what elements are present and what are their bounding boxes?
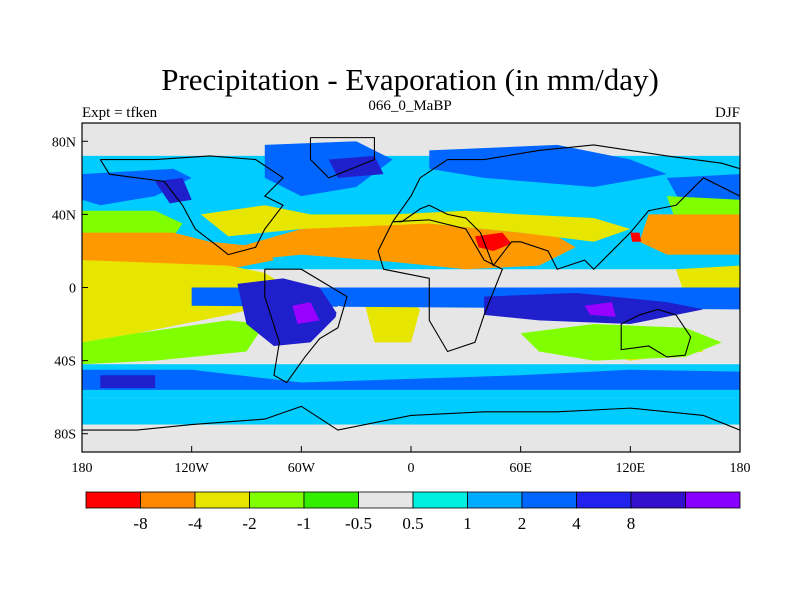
coastline-2 [309, 137, 375, 179]
y-axis-ticks: 80N 40N 0 40S 80S [52, 135, 88, 443]
field-region-17 [82, 320, 265, 365]
field-region-32 [82, 123, 740, 142]
map-plot: 180 120W 60W 0 60E 120E 180 80N 40N 0 40S 80S [52, 122, 751, 476]
y-tick-label-2: 0 [69, 282, 76, 297]
colorbar-swatch-9 [576, 491, 632, 509]
field-region-2 [264, 141, 393, 197]
field-region-10 [639, 214, 740, 255]
x-tick-label-6: 180 [730, 461, 751, 476]
field-region-31 [82, 424, 740, 452]
x-tick-label-0: 180 [72, 461, 93, 476]
colorbar-label-7: 2 [518, 514, 527, 533]
coastline-6 [82, 405, 740, 431]
field-region-7 [82, 210, 183, 237]
y-tick-label-0: 80N [52, 135, 76, 150]
coastline-0 [99, 155, 284, 256]
colorbar-label-9: 8 [627, 514, 636, 533]
y-tick-label-4: 80S [54, 428, 76, 443]
field-region-5 [155, 177, 192, 204]
x-tick-label-1: 120W [175, 461, 210, 476]
x-tick-label-4: 60E [509, 461, 532, 476]
coastline-3 [377, 219, 504, 353]
colorbar-label-0: -8 [133, 514, 147, 533]
field-region-20 [630, 232, 642, 242]
field-region-25 [584, 302, 616, 317]
field-regions [82, 123, 740, 452]
colorbar-label-1: -4 [188, 514, 203, 533]
y-tick-label-3: 40S [54, 355, 76, 370]
time-label: 066_0_MaBP [368, 98, 451, 114]
field-region-30 [82, 397, 740, 425]
coastlines [82, 137, 740, 431]
colorbar-label-3: -1 [297, 514, 311, 533]
field-region-22 [237, 278, 338, 346]
colorbar-swatch-2 [194, 491, 250, 509]
field-region-12 [200, 205, 631, 242]
colorbar: -8 -4 -2 -1 -0.5 0.5 1 2 4 8 [85, 491, 741, 533]
field-region-1 [82, 168, 192, 206]
colorbar-swatch-7 [467, 491, 523, 509]
field-region-14 [365, 296, 421, 343]
colorbar-label-4: -0.5 [345, 514, 372, 533]
colorbar-label-5: 0.5 [402, 514, 423, 533]
x-axis-ticks: 180 120W 60W 0 60E 120E 180 [72, 446, 751, 476]
colorbar-swatch-5 [358, 491, 414, 509]
colorbar-label-2: -2 [242, 514, 256, 533]
field-region-28 [82, 369, 740, 390]
y-tick-label-1: 40N [52, 208, 76, 223]
colorbar-swatch-11 [685, 491, 741, 509]
coastline-1 [264, 268, 348, 384]
coastline-5 [620, 308, 692, 358]
field-region-29 [100, 375, 156, 389]
colorbar-swatch-3 [249, 491, 305, 509]
x-tick-label-3: 0 [408, 461, 415, 476]
field-region-13 [82, 260, 284, 343]
x-tick-label-5: 120E [616, 461, 646, 476]
colorbar-swatch-10 [630, 491, 686, 509]
colorbar-swatch-8 [521, 491, 577, 509]
season-label: DJF [715, 105, 740, 121]
colorbar-swatch-4 [303, 491, 359, 509]
colorbar-swatch-6 [412, 491, 468, 509]
map-title: Precipitation - Evaporation (in mm/day) [161, 62, 659, 97]
field-region-9 [82, 232, 274, 270]
field-region-3 [429, 144, 667, 187]
field-region-24 [292, 302, 320, 325]
colorbar-swatch-0 [85, 491, 141, 509]
colorbar-swatch-1 [140, 491, 196, 509]
x-tick-label-2: 60W [288, 461, 316, 476]
field-region-19 [474, 232, 512, 251]
experiment-label: Expt = tfken [82, 105, 158, 121]
colorbar-label-6: 1 [463, 514, 472, 533]
colorbar-label-8: 4 [572, 514, 581, 533]
coastline-4 [392, 144, 740, 271]
